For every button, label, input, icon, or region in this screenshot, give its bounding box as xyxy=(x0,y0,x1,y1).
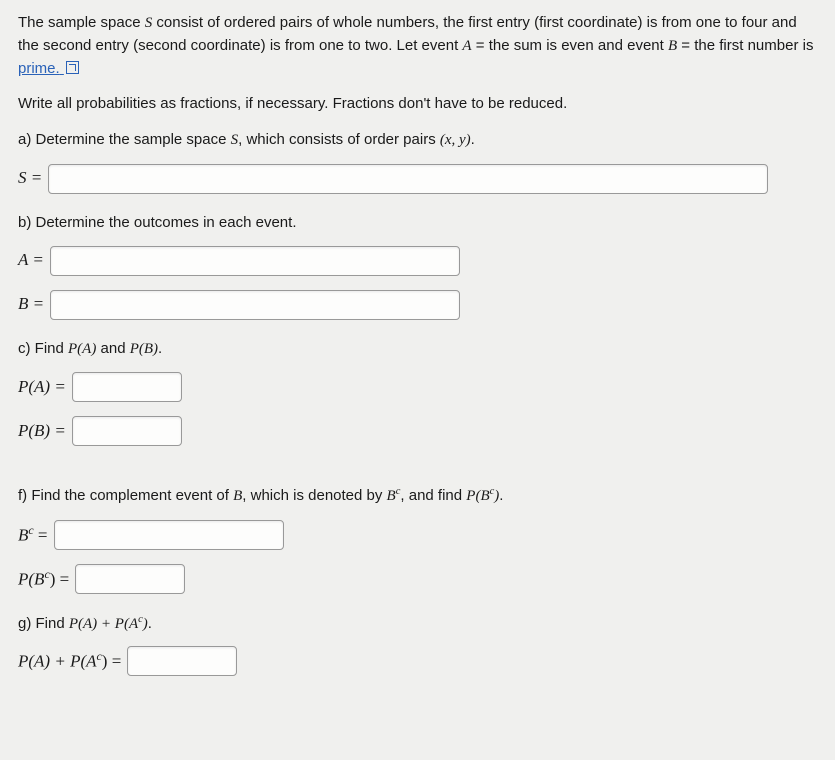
var-A: A xyxy=(462,38,471,54)
part-c: c) Find P(A) and P(B). P(A) = P(B) = xyxy=(18,338,817,447)
input-PA[interactable] xyxy=(72,372,182,402)
label-PB: P(B) = xyxy=(18,419,66,444)
prime-link[interactable]: prime. xyxy=(18,60,79,77)
var-B: B xyxy=(668,38,677,54)
part-b-prompt: b) Determine the outcomes in each event. xyxy=(18,212,817,234)
label-PBc: P(Bc) = xyxy=(18,566,69,592)
instructions: Write all probabilities as fractions, if… xyxy=(18,93,817,115)
part-f-prompt: f) Find the complement event of B, which… xyxy=(18,484,817,508)
part-g: g) Find P(A) + P(Ac). P(A) + P(Ac) = xyxy=(18,612,817,676)
part-a: a) Determine the sample space S, which c… xyxy=(18,129,817,194)
pb: P(B) xyxy=(130,341,158,357)
prime-link-text: prime. xyxy=(18,60,60,77)
input-B[interactable] xyxy=(50,290,460,320)
label-Bc: Bc = xyxy=(18,522,48,548)
text: . xyxy=(471,131,475,148)
input-PBc[interactable] xyxy=(75,564,185,594)
label-A: A = xyxy=(18,248,44,273)
text: f) Find the complement event of xyxy=(18,487,233,504)
input-S[interactable] xyxy=(48,164,768,194)
input-Bc[interactable] xyxy=(54,520,284,550)
PBc: P(Bc) xyxy=(466,488,499,504)
text: . xyxy=(499,487,503,504)
text: The sample space xyxy=(18,14,145,31)
part-f: f) Find the complement event of B, which… xyxy=(18,484,817,594)
text: c) Find xyxy=(18,340,68,357)
part-a-prompt: a) Determine the sample space S, which c… xyxy=(18,129,817,152)
part-b: b) Determine the outcomes in each event.… xyxy=(18,212,817,320)
input-A[interactable] xyxy=(50,246,460,276)
Bc: Bc xyxy=(387,488,401,504)
text: , and find xyxy=(400,487,466,504)
input-PA-plus-PAc[interactable] xyxy=(127,646,237,676)
text: a) Determine the sample space xyxy=(18,131,231,148)
var-S: S xyxy=(231,132,239,148)
pair: (x, y) xyxy=(440,132,471,148)
part-c-prompt: c) Find P(A) and P(B). xyxy=(18,338,817,361)
expr: P(A) + P(Ac) xyxy=(69,616,148,632)
label-PA: P(A) = xyxy=(18,375,66,400)
label-B: B = xyxy=(18,292,44,317)
label-PA-plus-PAc: P(A) + P(Ac) = xyxy=(18,648,121,674)
part-g-prompt: g) Find P(A) + P(Ac). xyxy=(18,612,817,636)
external-link-icon xyxy=(66,61,79,74)
text: , which is denoted by xyxy=(242,487,386,504)
text: , which consists of order pairs xyxy=(238,131,440,148)
text: . xyxy=(158,340,162,357)
text: and xyxy=(96,340,129,357)
var-B: B xyxy=(233,488,242,504)
text: . xyxy=(148,615,152,632)
text: g) Find xyxy=(18,615,69,632)
text: = the first number is xyxy=(677,37,813,54)
pa: P(A) xyxy=(68,341,96,357)
text: = the sum is even and event xyxy=(472,37,668,54)
problem-statement: The sample space S consist of ordered pa… xyxy=(18,12,817,79)
input-PB[interactable] xyxy=(72,416,182,446)
label-S: S = xyxy=(18,166,42,191)
